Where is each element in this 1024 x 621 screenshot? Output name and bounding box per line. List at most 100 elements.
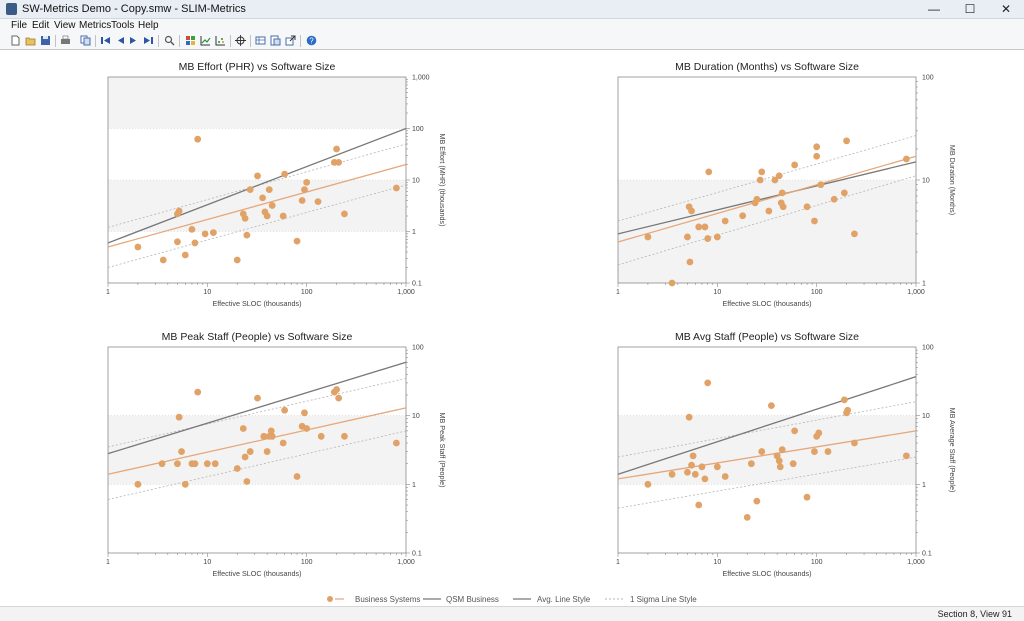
data-point: [689, 452, 697, 460]
y-tick-label: 0.1: [922, 551, 932, 558]
data-point: [194, 135, 202, 143]
x-axis-label: Effective SLOC (thousands): [213, 569, 302, 578]
close-button[interactable]: ✕: [1000, 2, 1012, 16]
y-tick-label: 10: [412, 178, 420, 185]
data-point: [317, 432, 325, 440]
y-tick-label: 100: [922, 75, 934, 82]
data-point: [293, 473, 301, 480]
legend-swatch-avg-line: [513, 598, 531, 600]
data-point: [263, 212, 271, 220]
menu-edit[interactable]: Edit: [32, 20, 50, 31]
data-point: [840, 396, 848, 404]
data-point: [174, 238, 181, 246]
data-point: [688, 207, 695, 215]
data-point: [194, 388, 202, 396]
legend-swatch-sigma-line: [605, 598, 623, 600]
data-point: [695, 223, 703, 231]
menu-view[interactable]: View: [54, 20, 76, 31]
app-icon: [6, 3, 17, 15]
data-point: [181, 480, 189, 488]
data-point: [191, 239, 199, 247]
data-point: [811, 448, 818, 455]
data-point: [293, 237, 301, 245]
data-point: [211, 460, 219, 468]
menu-file[interactable]: File: [11, 20, 28, 31]
next-icon[interactable]: [128, 35, 139, 46]
target-icon[interactable]: [235, 35, 246, 46]
table-icon[interactable]: [255, 35, 266, 46]
data-point: [840, 189, 848, 197]
qsm-trend-line: [107, 361, 407, 455]
data-point: [771, 176, 779, 184]
data-point: [813, 143, 821, 151]
open-icon[interactable]: [25, 35, 36, 46]
data-point: [241, 453, 249, 461]
data-point: [791, 161, 799, 169]
x-tick-label: 1: [616, 559, 620, 566]
menu-help[interactable]: Help: [138, 20, 159, 31]
data-point: [779, 203, 787, 211]
data-point: [279, 212, 287, 220]
x-tick-label: 1: [106, 559, 110, 566]
data-point: [668, 470, 676, 478]
data-point: [851, 439, 858, 447]
x-tick-label: 1,000: [397, 559, 415, 566]
data-point: [279, 439, 287, 447]
data-point: [691, 470, 699, 478]
data-point: [747, 460, 755, 468]
scatter-icon[interactable]: [215, 35, 226, 46]
first-icon[interactable]: [100, 35, 111, 46]
data-point: [303, 178, 311, 186]
minimize-button[interactable]: —: [928, 2, 940, 16]
average-fit-line: [107, 407, 407, 475]
data-point: [243, 231, 251, 239]
x-tick-label: 10: [713, 289, 721, 296]
qsm-trend-line: [617, 376, 917, 475]
data-point: [335, 394, 343, 402]
maximize-button[interactable]: ☐: [964, 2, 976, 16]
data-point: [392, 439, 400, 447]
data-point: [314, 198, 322, 206]
prev-icon[interactable]: [115, 35, 126, 46]
copy-icon[interactable]: [80, 35, 91, 46]
chart-title: MB Duration (Months) vs Software Size: [675, 61, 859, 73]
data-point: [701, 475, 709, 483]
data-point: [817, 181, 825, 189]
average-fit-line: [617, 430, 917, 480]
x-tick-label: 1,000: [907, 289, 925, 296]
report-icon[interactable]: [270, 35, 281, 46]
status-text: Section 8, View 91: [937, 609, 1012, 619]
data-point: [713, 463, 721, 471]
data-point: [178, 448, 185, 455]
find-icon[interactable]: [164, 35, 175, 46]
data-point: [254, 172, 261, 180]
help-icon[interactable]: ?: [306, 35, 317, 46]
data-point: [775, 172, 783, 180]
last-icon[interactable]: [143, 35, 154, 46]
data-point: [668, 279, 676, 287]
data-point: [684, 468, 691, 476]
chart-title: MB Avg Staff (People) vs Software Size: [675, 331, 859, 343]
data-point: [203, 460, 211, 468]
data-point: [851, 230, 858, 238]
new-icon[interactable]: [10, 35, 21, 46]
plot-frame: [107, 346, 407, 554]
print-icon[interactable]: [60, 35, 71, 46]
menu-metrics[interactable]: Metrics: [79, 20, 112, 31]
line-chart-icon[interactable]: [200, 35, 211, 46]
y-axis-label: MB Duration (Months): [948, 145, 957, 215]
toolbar-separator: [230, 35, 231, 47]
chart-title: MB Effort (PHR) vs Software Size: [179, 61, 336, 73]
menu-bar: File Edit View Metrics Tools Help: [0, 19, 1024, 33]
data-point: [333, 386, 340, 393]
menu-tools[interactable]: Tools: [111, 20, 135, 31]
data-point: [753, 195, 761, 203]
save-icon[interactable]: [40, 35, 51, 46]
grid-icon[interactable]: [185, 35, 196, 46]
average-fit-line: [617, 155, 917, 243]
reference-band: [618, 180, 916, 283]
export-icon[interactable]: [285, 35, 296, 46]
sigma-lower-line: [107, 184, 407, 268]
data-point: [246, 448, 254, 455]
